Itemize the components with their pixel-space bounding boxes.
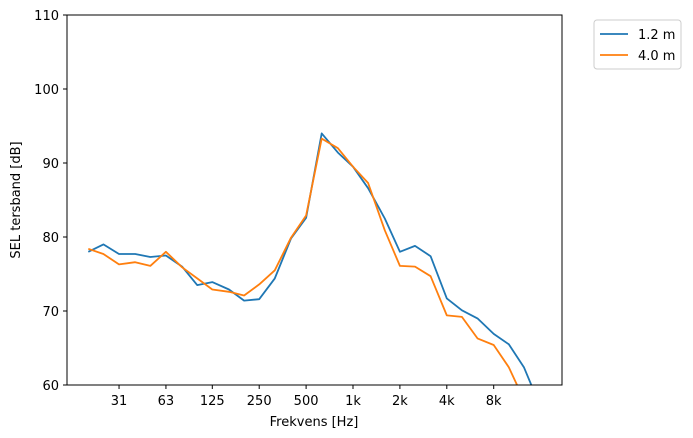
legend-box (593, 19, 682, 70)
x-tick-label: 125 (200, 394, 225, 409)
y-tick-label: 60 (42, 379, 59, 394)
x-tick-label: 1k (345, 394, 361, 409)
y-tick-label: 100 (34, 83, 59, 98)
x-tick-label: 250 (247, 394, 272, 409)
x-tick-label: 500 (294, 394, 319, 409)
y-tick-label: 80 (42, 231, 59, 246)
x-tick-label: 31 (111, 394, 128, 409)
x-tick-label: 8k (486, 394, 502, 409)
x-tick-label: 4k (439, 394, 455, 409)
series-line-4-0-m (88, 137, 519, 385)
legend-label-1-2m: 1.2 m (638, 28, 675, 43)
y-tick-label: 110 (34, 9, 59, 24)
y-axis-label: SEL tersband [dB] (9, 141, 24, 258)
legend-label-4-0m: 4.0 m (638, 49, 675, 64)
legend: 1.2 m 4.0 m (593, 19, 682, 70)
x-axis-label: Frekvens [Hz] (270, 415, 359, 430)
plot-frame (66, 14, 563, 386)
y-tick-label: 90 (42, 157, 59, 172)
x-tick-label: 2k (392, 394, 408, 409)
x-tick-label: 63 (158, 394, 175, 409)
y-tick-label: 70 (42, 305, 59, 320)
